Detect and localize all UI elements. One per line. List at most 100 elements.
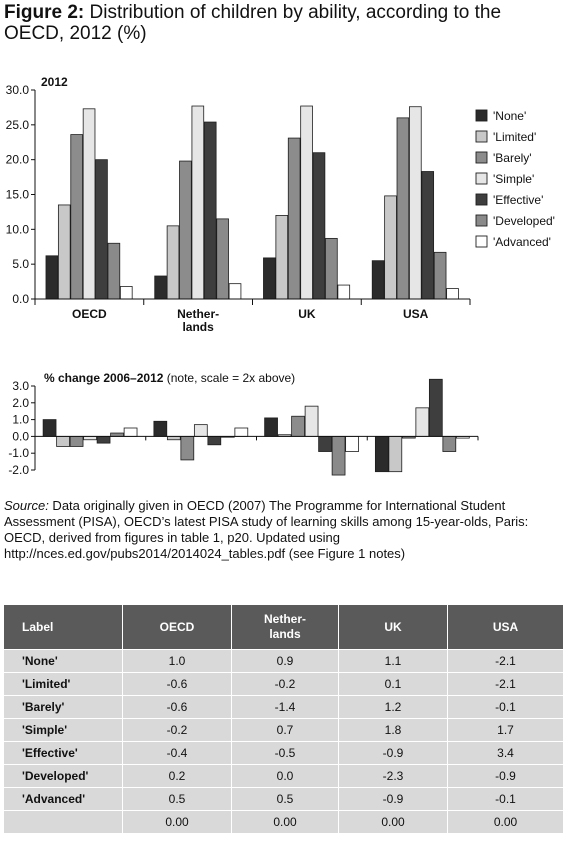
chart2-bar	[180, 436, 195, 461]
legend-swatch	[475, 214, 488, 227]
table-cell: -0.6	[122, 695, 232, 719]
table-cell: 0.7	[231, 718, 339, 742]
table-row: 0.00 0.00 0.00 0.00	[3, 810, 564, 834]
table-row: 'Advanced' 0.5 0.5 -0.9 -0.1	[3, 787, 564, 811]
chart2-bar	[193, 424, 208, 437]
table-cell: -1.4	[231, 695, 339, 719]
legend-label: 'Simple'	[493, 172, 534, 186]
chart2-bar	[166, 436, 181, 441]
chart1-bar	[57, 204, 71, 300]
chart2-y-ticks: -2.0 -1.0 0.0 1.0 2.0 3.0	[8, 379, 35, 477]
chart1-bar	[433, 251, 447, 300]
table-row: 'Barely' -0.6 -1.4 1.2 -0.1	[3, 695, 564, 719]
chart1-x-tick-label: OECD	[72, 307, 107, 321]
table-row-label: 'Effective'	[3, 741, 123, 765]
chart2-y-tick-label: -1.0	[8, 446, 29, 460]
table-cell: 1.1	[338, 649, 448, 673]
table-cell: 0.00	[122, 810, 232, 834]
figure-title: Figure 2: Distribution of children by ab…	[4, 2, 560, 44]
table-header-usa: USA	[447, 604, 564, 650]
chart1-bar	[119, 286, 133, 300]
chart1-y-ticks: 0.0 5.0 10.0 15.0 20.0 25.0 30.0	[6, 83, 35, 306]
table-row: 'Effective' -0.4 -0.5 -0.9 3.4	[3, 741, 564, 765]
chart1-y-tick-label: 30.0	[6, 83, 30, 97]
legend-swatch	[475, 235, 488, 248]
chart2-bar	[415, 407, 430, 437]
chart1-bar	[325, 237, 338, 300]
figure-title-label: Figure 2:	[4, 2, 85, 23]
chart2-y-tick-label: 1.0	[12, 413, 29, 427]
chart1-bar	[191, 105, 205, 300]
legend-swatch	[475, 109, 488, 122]
legend-label: 'Barely'	[493, 151, 532, 165]
chart2-bar	[153, 420, 168, 437]
chart1-y-tick-label: 10.0	[6, 222, 30, 236]
chart2-title-note: (note, scale = 2x above)	[163, 371, 295, 385]
legend-swatch	[475, 193, 488, 206]
chart1-bar	[166, 225, 180, 300]
table-cell: 0.0	[231, 764, 339, 788]
change-bar-chart: % change 2006–2012 (note, scale = 2x abo…	[8, 371, 479, 477]
table-header-oecd: OECD	[122, 604, 232, 650]
chart2-y-tick-label: 3.0	[12, 379, 29, 393]
chart1-bar	[337, 284, 351, 300]
table-cell: -0.9	[447, 764, 564, 788]
chart2-bar	[345, 436, 359, 452]
chart2-bar	[291, 415, 305, 437]
chart1-y-tick-label: 25.0	[6, 118, 30, 132]
chart2-bar	[56, 436, 70, 447]
table-row-label: 'None'	[3, 649, 123, 673]
table-cell: 0.2	[122, 764, 232, 788]
table-cell: -0.2	[122, 718, 232, 742]
table-cell: -2.1	[447, 649, 564, 673]
chart1-bar	[263, 257, 276, 300]
chart1-bar	[300, 105, 313, 300]
chart1-bar	[371, 260, 385, 300]
chart2-bar	[110, 432, 124, 437]
table-cell: -0.9	[338, 787, 448, 811]
table-cell: 0.00	[338, 810, 448, 834]
table-cell: -0.1	[447, 787, 564, 811]
chart2-bar	[207, 436, 222, 446]
chart1-bar	[228, 283, 242, 300]
table-body: 'None' 1.0 0.9 1.1 -2.1 'Limited' -0.6 -0.2 0.1-…	[3, 649, 564, 834]
table-row-label: 'Simple'	[3, 718, 123, 742]
table-cell: 0.1	[338, 672, 448, 696]
chart2-bars	[42, 378, 470, 476]
table-row-label: 'Limited'	[3, 672, 123, 696]
chart2-bar	[331, 436, 346, 476]
source-label: Source:	[4, 498, 49, 513]
chart2-bar	[96, 436, 111, 444]
chart1-bar	[179, 160, 192, 300]
legend-label: 'None'	[493, 109, 526, 123]
source-text: Data originally given in OECD (2007) The…	[4, 498, 529, 561]
chart1-bar	[82, 108, 96, 300]
chart1-bar	[95, 159, 108, 300]
chart1-y-tick-label: 0.0	[12, 292, 29, 306]
legend-swatch	[475, 151, 488, 164]
figure-title-text: Distribution of children by ability, acc…	[4, 2, 502, 44]
table-cell: 1.2	[338, 695, 448, 719]
table-cell: 0.5	[122, 787, 232, 811]
table-row-label: 'Barely'	[3, 695, 123, 719]
chart1-bar	[107, 242, 121, 300]
chart2-bar	[83, 436, 97, 441]
chart2-bar	[428, 378, 443, 437]
chart2-bar	[304, 405, 319, 437]
chart1-y-tick-label: 20.0	[6, 153, 30, 167]
table-row: 'Simple' -0.2 0.7 1.8 1.7	[3, 718, 564, 742]
table-cell: -0.9	[338, 741, 448, 765]
chart1-bar	[216, 218, 229, 300]
table-cell: -0.2	[231, 672, 339, 696]
change-table: Label OECD Nether- lands UK USA 'None' 1.…	[3, 604, 564, 834]
chart2-bar	[318, 436, 332, 452]
chart1-bar	[70, 134, 83, 300]
table-row: 'Developed' 0.2 0.0 -2.3 -0.9	[3, 764, 564, 788]
chart1-bar	[312, 152, 326, 300]
chart1-bars	[45, 105, 459, 300]
chart2-bar	[388, 436, 403, 473]
chart1-x-tick-label: UK	[298, 307, 316, 321]
chart1-bar	[446, 288, 459, 300]
chart2-y-tick-label: -2.0	[8, 463, 29, 477]
table-cell: -0.5	[231, 741, 339, 765]
